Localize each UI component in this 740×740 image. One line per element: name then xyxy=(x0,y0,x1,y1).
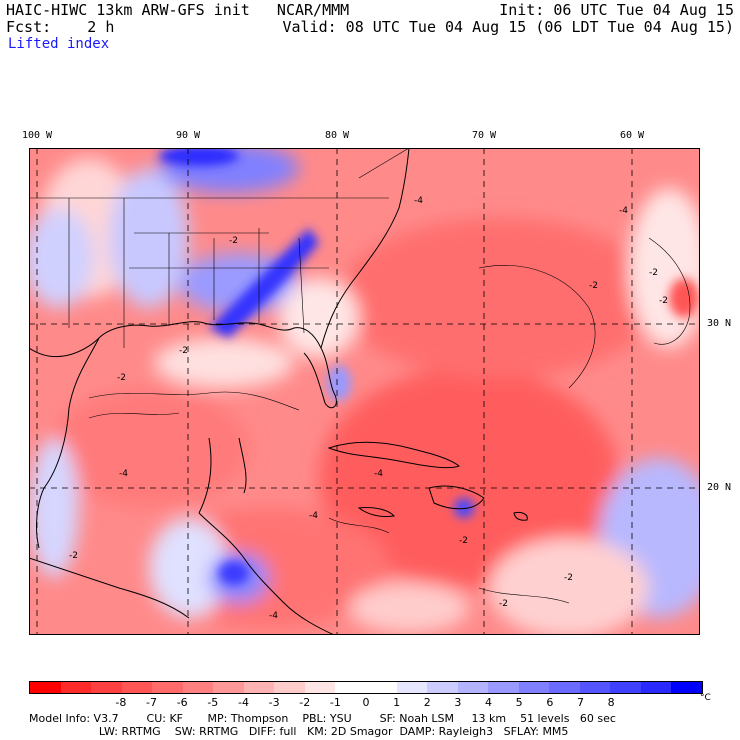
forecast-hour: Fcst: 2 h xyxy=(6,18,115,36)
colorbar-label: 7 xyxy=(576,696,584,709)
lon-label-70w: 70 W xyxy=(471,130,497,141)
colorbar-cell xyxy=(518,682,550,693)
contour-label: -2 xyxy=(564,573,573,583)
model-info-line-1: Model Info: V3.7 CU: KF MP: Thompson PBL… xyxy=(29,712,616,725)
colorbar-cell xyxy=(671,682,703,693)
init-time: Init: 06 UTC Tue 04 Aug 15 xyxy=(499,1,734,19)
borders xyxy=(29,148,410,348)
shaded-detail xyxy=(159,148,699,585)
lat-label-20n: 20 N xyxy=(707,482,732,493)
lon-label-80w: 80 W xyxy=(324,130,350,141)
contour-label: -2 xyxy=(179,346,188,356)
lon-label-60w: 60 W xyxy=(619,130,645,141)
contour-label: -4 xyxy=(374,469,383,479)
colorbar-label: -5 xyxy=(207,696,219,709)
colorbar-cell xyxy=(366,682,397,693)
colorbar-label: -7 xyxy=(146,696,158,709)
colorbar-cell xyxy=(213,682,244,693)
colorbar-label: -8 xyxy=(115,696,127,709)
colorbar-label: -3 xyxy=(268,696,280,709)
colorbar-label: 5 xyxy=(515,696,523,709)
colorbar-label: -2 xyxy=(299,696,311,709)
colorbar-label: -4 xyxy=(237,696,249,709)
colorbar-cell xyxy=(182,682,214,693)
colorbar-cell xyxy=(427,682,458,693)
colorbar-cell xyxy=(610,682,641,693)
colorbar-cell xyxy=(91,682,122,693)
contour-label: -2 xyxy=(229,236,238,246)
contour-label: -2 xyxy=(659,296,668,306)
contour-label: -4 xyxy=(309,511,318,521)
colorbar-label: 0 xyxy=(362,696,370,709)
colorbar-cell xyxy=(30,682,61,693)
contour-label: -4 xyxy=(269,611,278,621)
lon-label-100w: 100 W xyxy=(21,130,53,141)
lifted-index-map: -4 -2 -2 -4 -2 -2 -4 -2 -4 -2 -2 -4 -2 -… xyxy=(29,148,700,635)
valid-time: Valid: 08 UTC Tue 04 Aug 15 (06 LDT Tue … xyxy=(282,18,734,36)
contour-label: -4 xyxy=(414,196,423,206)
contour-label: -2 xyxy=(589,281,598,291)
contour-label: -2 xyxy=(499,599,508,609)
colorbar-cell xyxy=(60,682,92,693)
lon-label-90w: 90 W xyxy=(175,130,201,141)
colorbar-label: 2 xyxy=(423,696,431,709)
colorbar-cell xyxy=(457,682,489,693)
colorbar-label: 1 xyxy=(393,696,401,709)
colorbar-unit: °C xyxy=(700,693,711,703)
colorbar-cell xyxy=(243,682,275,693)
contour-label: -2 xyxy=(117,373,126,383)
contours xyxy=(88,237,691,604)
colorbar-cell xyxy=(152,682,183,693)
lat-label-30n: 30 N xyxy=(707,318,732,329)
colorbar-label: 8 xyxy=(607,696,615,709)
colorbar-cell xyxy=(304,682,336,693)
colorbar xyxy=(29,681,703,694)
colorbar-label: 6 xyxy=(546,696,554,709)
coastlines xyxy=(29,148,528,635)
colorbar-cell xyxy=(579,682,611,693)
contour-label: -2 xyxy=(649,268,658,278)
graticule xyxy=(29,148,700,635)
colorbar-cell xyxy=(274,682,305,693)
colorbar-cell xyxy=(335,682,367,693)
contour-label: -4 xyxy=(119,469,128,479)
colorbar-label: 3 xyxy=(454,696,462,709)
model-title: HAIC-HIWC 13km ARW-GFS init NCAR/MMM xyxy=(6,1,350,19)
map-frame xyxy=(29,148,700,635)
colorbar-cell xyxy=(121,682,153,693)
colorbar-cell xyxy=(640,682,672,693)
contour-label: -2 xyxy=(459,536,468,546)
contour-label-group: -4 -2 -2 -4 -2 -2 -4 -2 -4 -2 -2 -4 -2 -… xyxy=(69,196,668,621)
field-name: Lifted index xyxy=(8,36,110,52)
colorbar-label: 4 xyxy=(485,696,493,709)
model-info-line-2: LW: RRTMG SW: RRTMG DIFF: full KM: 2D Sm… xyxy=(29,725,569,738)
colorbar-cell xyxy=(549,682,580,693)
colorbar-cell xyxy=(488,682,519,693)
shaded-field xyxy=(29,148,700,635)
colorbar-label: -1 xyxy=(329,696,341,709)
colorbar-label: -6 xyxy=(176,696,188,709)
contour-label: -2 xyxy=(69,551,78,561)
contour-label: -4 xyxy=(619,206,628,216)
colorbar-cell xyxy=(396,682,428,693)
